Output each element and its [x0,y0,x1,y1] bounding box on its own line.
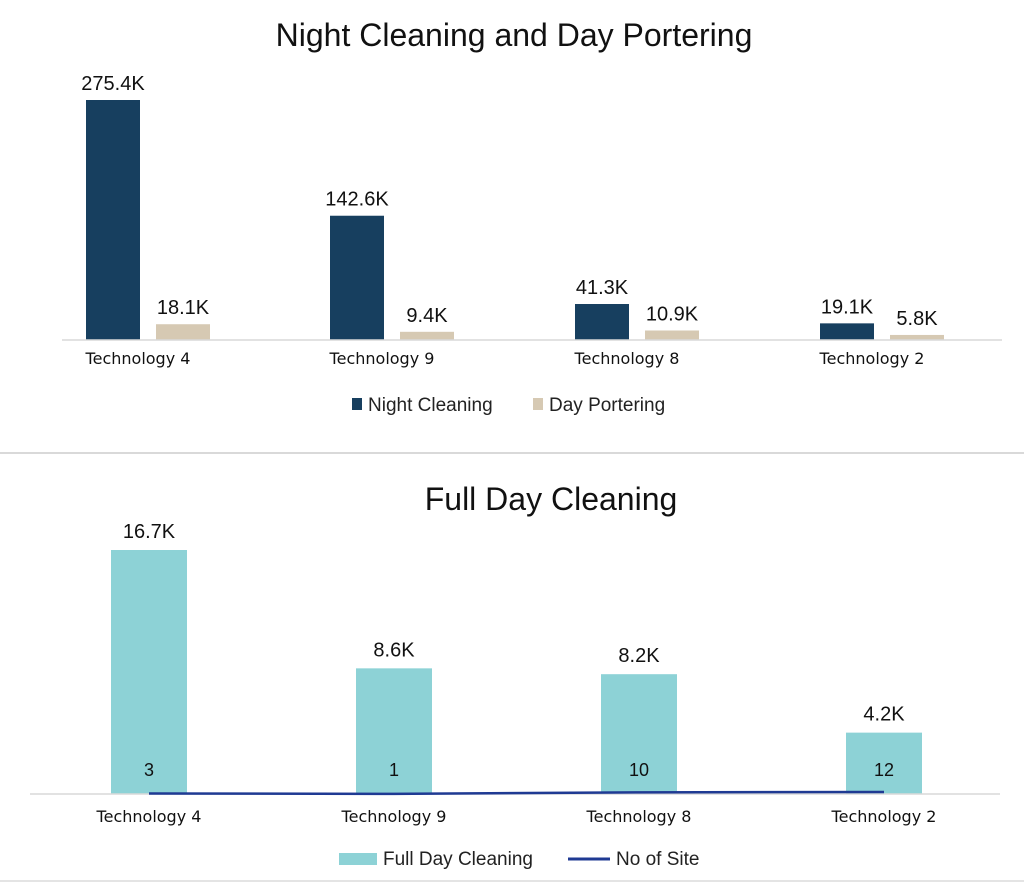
bar-night-cleaning [330,215,384,340]
x-tick-label: Technology 8 [586,807,692,826]
legend-label: No of Site [616,849,699,870]
line-no-of-site [148,790,885,796]
data-label: 142.6K [325,189,389,211]
chart-title: Night Cleaning and Day Portering [276,17,753,53]
x-tick-label: Technology 9 [329,349,435,368]
line-point-label: 10 [629,760,649,780]
bar-night-cleaning [86,100,140,340]
panel-gap [0,420,1024,452]
bar-full-day-cleaning [356,668,432,794]
bar-day-portering [400,331,454,340]
bar-full-day-cleaning [601,674,677,794]
legend-swatch [352,398,362,410]
line-point-label: 12 [874,760,894,780]
legend-swatch [533,398,543,410]
x-tick-label: Technology 8 [574,349,680,368]
chart-title: Full Day Cleaning [425,481,678,517]
legend-swatch [339,853,377,865]
legend-label: Day Portering [549,395,665,416]
bar-day-portering [156,324,210,340]
legend-label: Full Day Cleaning [383,849,533,870]
chart-full-day-cleaning: Full Day Cleaning 16.7K 8.6K 8.2K 4.2K 3 1 10… [30,481,1000,870]
data-label: 8.2K [618,645,660,667]
bar-night-cleaning [575,304,629,340]
data-label: 4.2K [863,704,905,726]
bar-full-day-cleaning [111,550,187,794]
bar-night-cleaning [820,323,874,340]
chart-panel-full-day: Full Day Cleaning 16.7K 8.6K 8.2K 4.2K 3 1 10… [0,452,1024,882]
data-label: 10.9K [646,304,699,326]
data-label: 16.7K [123,521,176,543]
x-tick-label: Technology 4 [96,807,202,826]
line-point-label: 1 [389,760,399,780]
bar-day-portering [890,334,944,340]
bar-day-portering [645,330,699,340]
data-label: 8.6K [373,639,415,661]
x-tick-label: Technology 4 [85,349,191,368]
data-label: 41.3K [576,277,629,299]
chart-night-cleaning-day-portering: Night Cleaning and Day Portering 275.4K 1… [62,17,1002,416]
x-tick-label: Technology 2 [819,349,925,368]
data-label: 5.8K [896,308,938,330]
data-label: 9.4K [406,305,448,327]
line-point-label: 3 [144,760,154,780]
x-tick-label: Technology 9 [341,807,447,826]
x-tick-label: Technology 2 [831,807,937,826]
data-label: 18.1K [157,297,210,319]
data-label: 19.1K [821,296,874,318]
legend-label: Night Cleaning [368,395,493,416]
chart-panel-night-day: Night Cleaning and Day Portering 275.4K 1… [0,0,1024,420]
data-label: 275.4K [81,73,145,95]
bar-full-day-cleaning [846,732,922,794]
